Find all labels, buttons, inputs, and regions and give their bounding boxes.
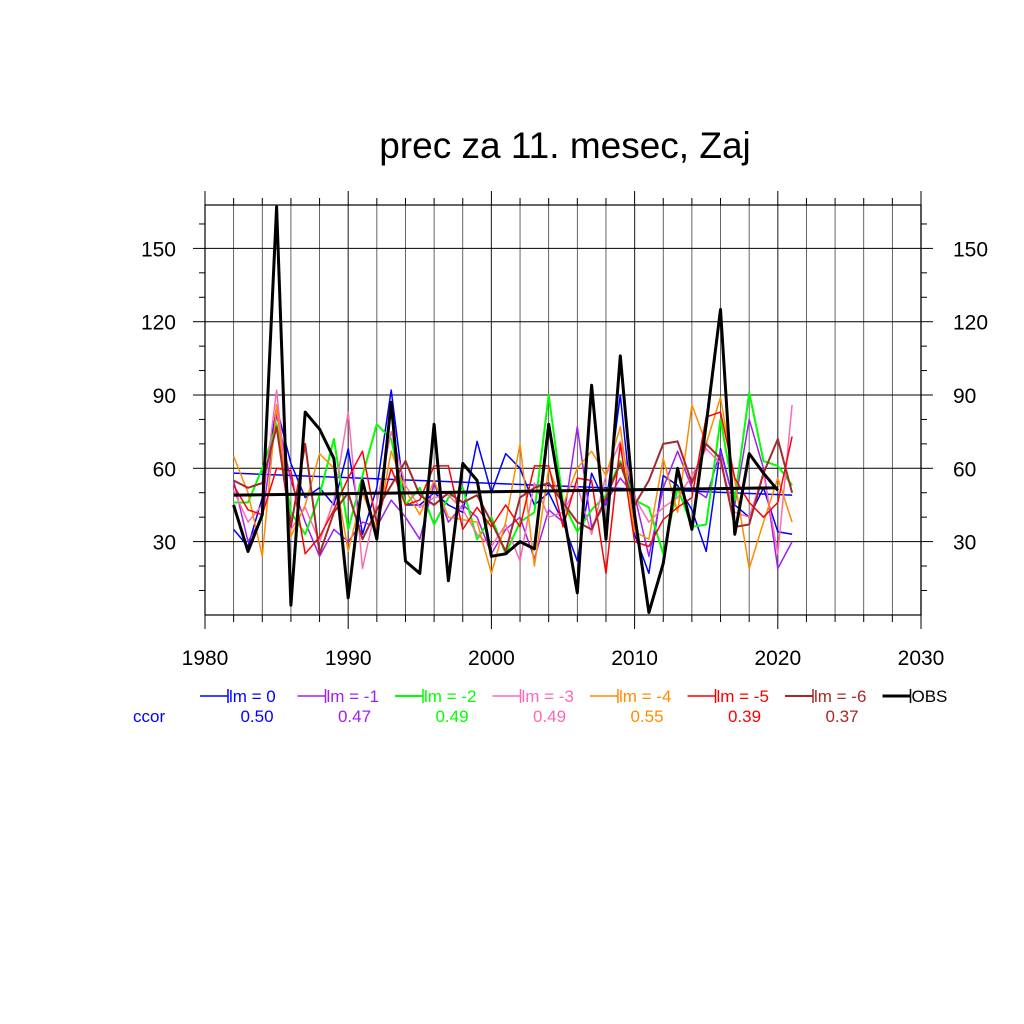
y-tick-label-left: 60 [153,458,176,481]
plot-border [204,204,922,616]
x-tick-label: 1980 [182,647,229,670]
series-line [232,205,779,614]
ccor-value: 0.55 [630,707,663,726]
y-tick-label-left: 120 [141,312,176,335]
legend-label: lm = -4 [619,687,671,706]
legend-label: lm = -6 [814,687,866,706]
trend-line [233,486,778,497]
ccor-value: 0.47 [338,707,371,726]
y-tick-label-right: 30 [953,532,976,555]
legend-label: lm = 0 [229,687,276,706]
x-tick-label: 2020 [754,647,801,670]
ccor-value: 0.49 [533,707,566,726]
series-line [233,389,793,575]
series-lines [232,205,794,614]
legend-label: lm = -1 [327,687,379,706]
plot-frame [204,204,922,616]
ccor-value: 0.50 [240,707,273,726]
y-tick-label-left: 150 [141,238,176,261]
grid-lines [205,205,922,615]
chart-title: prec za 11. mesec, Zaj [379,125,751,166]
legend-label: OBS [912,687,948,706]
series-line [232,411,793,575]
axes: 1980 1990 2000 2010 2020 2030 30 30 60 60 90 90 120 1… [141,191,988,670]
series-line [232,396,793,575]
y-tick-label-left: 30 [153,532,176,555]
x-tick-label: 1990 [325,647,372,670]
series-line [233,425,794,555]
legend-label: lm = -2 [424,687,476,706]
y-tick-label-left: 90 [153,385,176,408]
legend-label: lm = -3 [522,687,574,706]
x-tick-label: 2000 [468,647,515,670]
ccor-value: 0.49 [435,707,468,726]
x-tick-label: 2010 [611,647,658,670]
ccor-value: 0.39 [728,707,761,726]
y-tick-label-right: 120 [953,312,988,335]
y-tick-label-right: 150 [953,238,988,261]
y-tick-label-right: 60 [953,458,976,481]
x-tick-label: 2030 [898,647,945,670]
legend-label: lm = -5 [717,687,769,706]
ccor-value: 0.37 [825,707,858,726]
y-tick-label-right: 90 [953,385,976,408]
ccor-label: ccor [133,707,165,726]
series-line [233,391,793,555]
